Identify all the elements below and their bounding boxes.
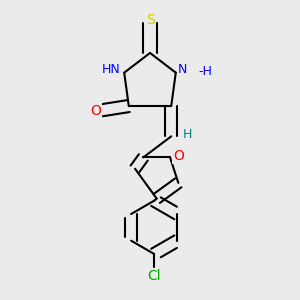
Text: N: N: [178, 63, 188, 76]
Text: S: S: [146, 13, 154, 27]
Text: O: O: [173, 149, 184, 163]
Text: O: O: [90, 103, 101, 118]
Text: HN: HN: [102, 63, 121, 76]
Text: -H: -H: [199, 64, 212, 78]
Text: H: H: [182, 128, 192, 141]
Text: Cl: Cl: [147, 269, 161, 283]
